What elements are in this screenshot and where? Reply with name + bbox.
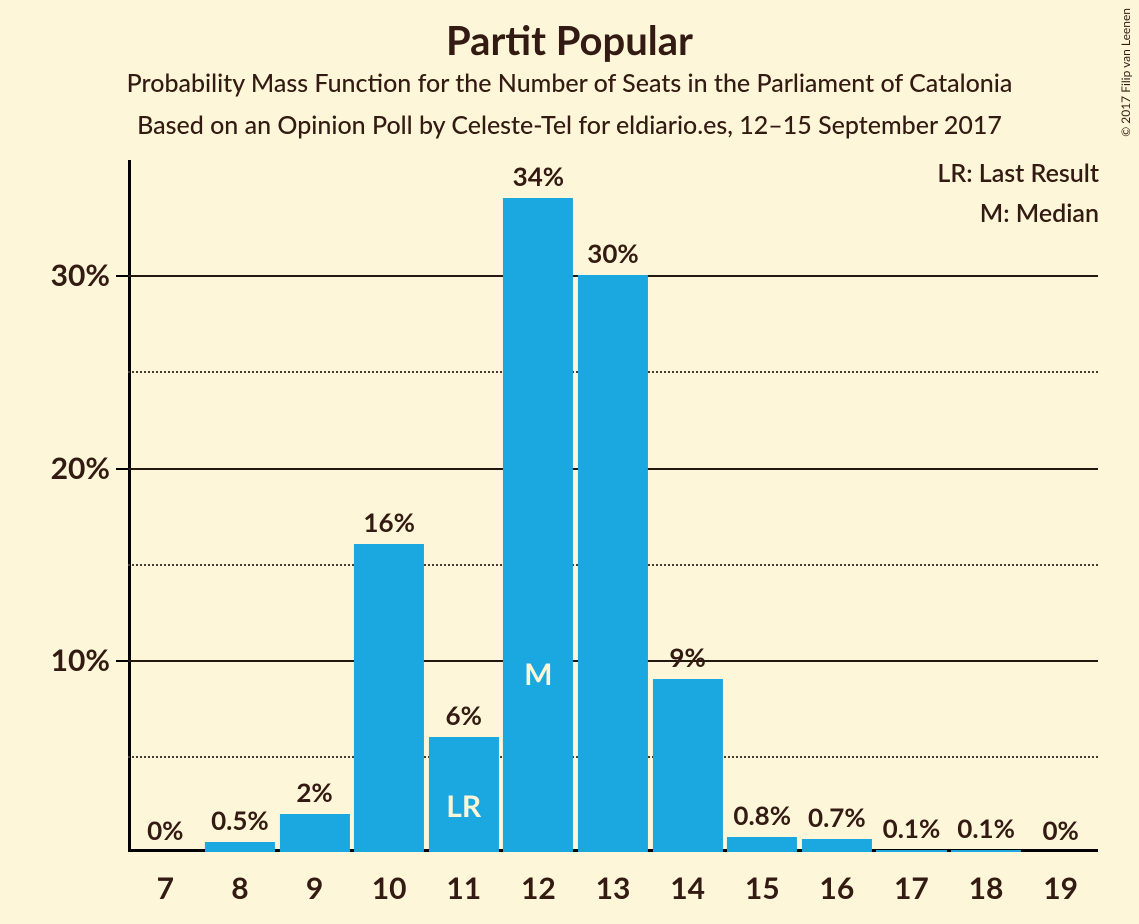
bar-value-label: 0.8% <box>733 799 791 837</box>
x-axis-label: 13 <box>596 852 631 906</box>
x-axis-label: 17 <box>894 852 929 906</box>
x-axis-label: 14 <box>670 852 705 906</box>
bar-value-label: 2% <box>296 776 332 814</box>
x-axis-label: 11 <box>446 852 481 906</box>
chart-subtitle-1: Probability Mass Function for the Number… <box>0 68 1139 98</box>
bar: 16% <box>354 544 424 852</box>
bar-value-label: 0.1% <box>957 812 1015 850</box>
bar-inner-label: LR <box>446 788 481 824</box>
y-axis-label: 20% <box>51 450 128 486</box>
bar-value-label: 9% <box>669 641 705 679</box>
x-axis-label: 16 <box>819 852 854 906</box>
bar-slot: 0%7 <box>128 160 203 852</box>
bar-value-label: 34% <box>513 160 564 198</box>
x-axis-label: 8 <box>231 852 248 906</box>
bar-value-label: 0.7% <box>808 801 866 839</box>
bar-slot: 0.8%15 <box>725 160 800 852</box>
x-axis-label: 12 <box>521 852 556 906</box>
bar-slot: 16%10 <box>352 160 427 852</box>
bar-slot: 0.1%18 <box>949 160 1024 852</box>
bar-value-label: 0.5% <box>211 804 269 842</box>
x-axis-label: 7 <box>157 852 174 906</box>
x-axis-label: 18 <box>969 852 1004 906</box>
plot-area: 10%20%30%0%70.5%82%916%106%LR1134%M1230%… <box>128 160 1098 852</box>
chart-subtitle-2: Based on an Opinion Poll by Celeste-Tel … <box>0 110 1139 140</box>
bar-slot: 34%M12 <box>501 160 576 852</box>
bar-value-label: 6% <box>446 699 482 737</box>
bar: 0.7% <box>802 839 872 852</box>
bar-value-label: 0% <box>147 814 183 852</box>
bar-slot: 30%13 <box>576 160 651 852</box>
bar-slot: 0.1%17 <box>874 160 949 852</box>
bar-value-label: 0.1% <box>883 812 941 850</box>
copyright-text: © 2017 Filip van Leenen <box>1118 8 1133 137</box>
bar-value-label: 0% <box>1042 814 1078 852</box>
bar: 0.8% <box>727 837 797 852</box>
bar-slot: 9%14 <box>650 160 725 852</box>
x-axis-label: 9 <box>306 852 323 906</box>
y-axis-label: 30% <box>51 257 128 293</box>
bar: 6%LR <box>429 737 499 852</box>
bar-slot: 6%LR11 <box>426 160 501 852</box>
bar: 9% <box>653 679 723 852</box>
bar-slot: 0.5%8 <box>203 160 278 852</box>
y-axis-label: 10% <box>51 642 128 678</box>
bar: 2% <box>279 814 349 852</box>
x-axis-label: 10 <box>372 852 407 906</box>
bar: 34%M <box>503 198 573 852</box>
bar-slot: 0%19 <box>1023 160 1098 852</box>
x-axis-label: 19 <box>1043 852 1078 906</box>
chart-title: Partit Popular <box>0 16 1139 64</box>
bar-slot: 0.7%16 <box>800 160 875 852</box>
bar-value-label: 30% <box>587 237 638 275</box>
bar-value-label: 16% <box>363 506 414 544</box>
bar-inner-label: M <box>524 656 552 692</box>
x-axis-label: 15 <box>745 852 780 906</box>
bar: 0.5% <box>205 842 275 852</box>
bar: 30% <box>578 275 648 852</box>
bar-slot: 2%9 <box>277 160 352 852</box>
